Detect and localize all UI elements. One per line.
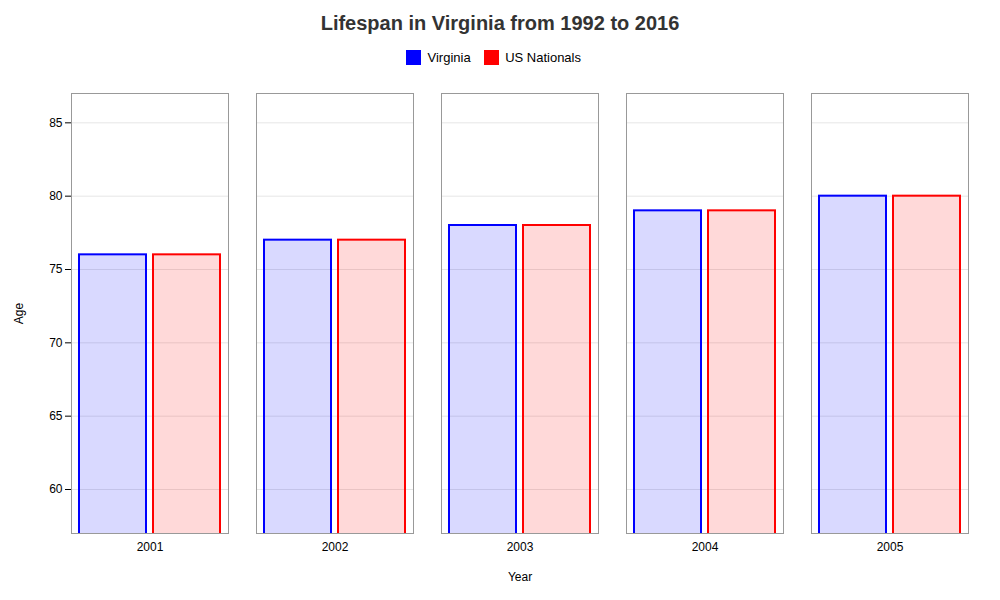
svg-text:2004: 2004	[692, 540, 719, 554]
svg-text:70: 70	[49, 335, 63, 349]
svg-text:2003: 2003	[507, 540, 534, 554]
html-text:Lifespan in Virginia from 1992: Lifespan in Virginia from 1992 to 2016	[320, 12, 680, 34]
svg-text:Age: Age	[12, 302, 26, 324]
svg-text:75: 75	[49, 262, 63, 276]
svg-text:85: 85	[49, 115, 63, 129]
svg-text:Year: Year	[508, 569, 532, 583]
svg-text:2001: 2001	[137, 540, 164, 554]
svg-text:60: 60	[49, 482, 63, 496]
svg-text:2005: 2005	[877, 540, 904, 554]
html-text:US Nationals: US Nationals	[505, 50, 581, 65]
svg-text:80: 80	[49, 189, 63, 203]
svg-text:65: 65	[49, 409, 63, 423]
html-text:Virginia: Virginia	[427, 50, 471, 65]
svg-text:2002: 2002	[322, 540, 349, 554]
